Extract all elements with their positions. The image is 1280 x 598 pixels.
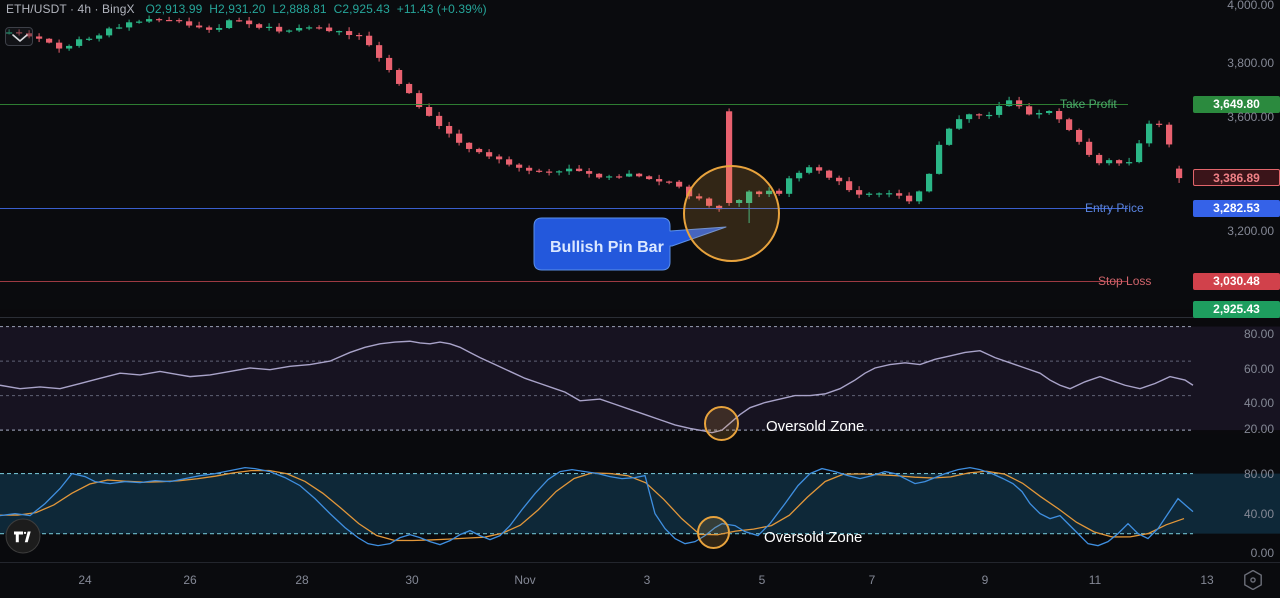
svg-text:Bullish Pin Bar: Bullish Pin Bar	[550, 239, 664, 256]
